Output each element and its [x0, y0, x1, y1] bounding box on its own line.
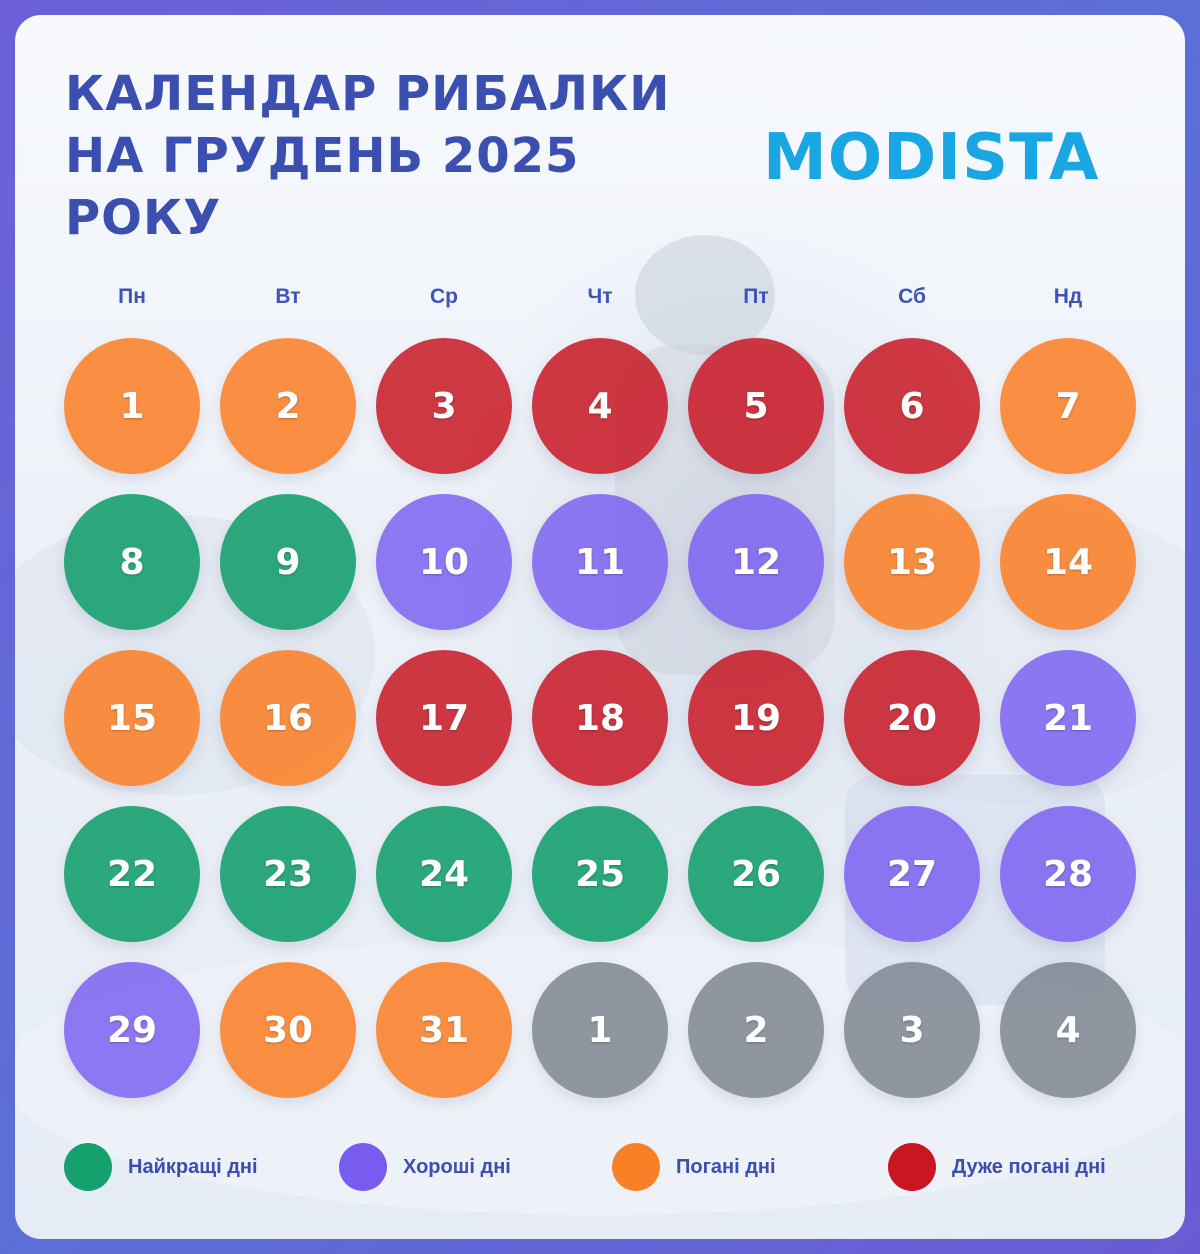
day-circle: 19: [688, 650, 824, 786]
legend-label-best: Найкращі дні: [128, 1155, 258, 1178]
legend-swatch-best: [64, 1143, 112, 1191]
calendar-card: КАЛЕНДАР РИБАЛКИ НА ГРУДЕНЬ 2025 РОКУ MO…: [15, 15, 1185, 1239]
day-circle: 11: [532, 494, 668, 630]
day-circle: 10: [376, 494, 512, 630]
legend-item-very-bad: Дуже погані дні: [888, 1142, 1106, 1192]
calendar-grid: 1 2 3 4 5 6 7 8 9 10 11 12 13 14 15 16 17 18 19 20 21 22 23 24 2…: [64, 338, 1136, 1098]
weekday-wed: Ср: [430, 285, 458, 308]
day-circle: 25: [532, 806, 668, 942]
day-circle: 3: [376, 338, 512, 474]
legend-swatch-good: [339, 1143, 387, 1191]
day-circle: 13: [844, 494, 980, 630]
day-circle: 29: [64, 962, 200, 1098]
day-circle: 2: [220, 338, 356, 474]
day-circle: 20: [844, 650, 980, 786]
legend-label-very-bad: Дуже погані дні: [952, 1155, 1106, 1178]
legend-item-bad: Погані дні: [612, 1142, 776, 1192]
legend-label-bad: Погані дні: [676, 1155, 776, 1178]
next-month-day-circle: 2: [688, 962, 824, 1098]
weekday-thu: Чт: [587, 285, 613, 308]
legend: Найкращі дні Хороші дні Погані дні Дуже …: [64, 1142, 1144, 1192]
day-circle: 27: [844, 806, 980, 942]
day-circle: 15: [64, 650, 200, 786]
title-line-3: РОКУ: [65, 190, 222, 246]
day-circle: 1: [64, 338, 200, 474]
legend-label-good: Хороші дні: [403, 1155, 511, 1178]
day-circle: 31: [376, 962, 512, 1098]
day-circle: 24: [376, 806, 512, 942]
day-circle: 7: [1000, 338, 1136, 474]
weekday-mon: Пн: [118, 285, 146, 308]
day-circle: 17: [376, 650, 512, 786]
day-circle: 4: [532, 338, 668, 474]
title-line-1: КАЛЕНДАР РИБАЛКИ: [65, 66, 671, 122]
title-line-2: НА ГРУДЕНЬ 2025: [65, 128, 580, 184]
page-title: КАЛЕНДАР РИБАЛКИ НА ГРУДЕНЬ 2025 РОКУ: [65, 63, 745, 249]
day-circle: 14: [1000, 494, 1136, 630]
next-month-day-circle: 3: [844, 962, 980, 1098]
legend-item-good: Хороші дні: [339, 1142, 511, 1192]
day-circle: 22: [64, 806, 200, 942]
next-month-day-circle: 4: [1000, 962, 1136, 1098]
day-circle: 12: [688, 494, 824, 630]
day-circle: 6: [844, 338, 980, 474]
day-circle: 23: [220, 806, 356, 942]
brand-logo: MODISTA: [763, 121, 1100, 195]
weekday-tue: Вт: [275, 285, 301, 308]
legend-item-best: Найкращі дні: [64, 1142, 258, 1192]
legend-swatch-very-bad: [888, 1143, 936, 1191]
weekday-sun: Нд: [1053, 285, 1083, 308]
weekday-fri: Пт: [743, 285, 769, 308]
day-circle: 30: [220, 962, 356, 1098]
day-circle: 26: [688, 806, 824, 942]
next-month-day-circle: 1: [532, 962, 668, 1098]
day-circle: 16: [220, 650, 356, 786]
day-circle: 9: [220, 494, 356, 630]
weekday-sat: Сб: [898, 285, 926, 308]
day-circle: 21: [1000, 650, 1136, 786]
day-circle: 5: [688, 338, 824, 474]
day-circle: 28: [1000, 806, 1136, 942]
day-circle: 8: [64, 494, 200, 630]
day-circle: 18: [532, 650, 668, 786]
weekday-header: Пн Вт Ср Чт Пт Сб Нд: [64, 285, 1136, 315]
legend-swatch-bad: [612, 1143, 660, 1191]
